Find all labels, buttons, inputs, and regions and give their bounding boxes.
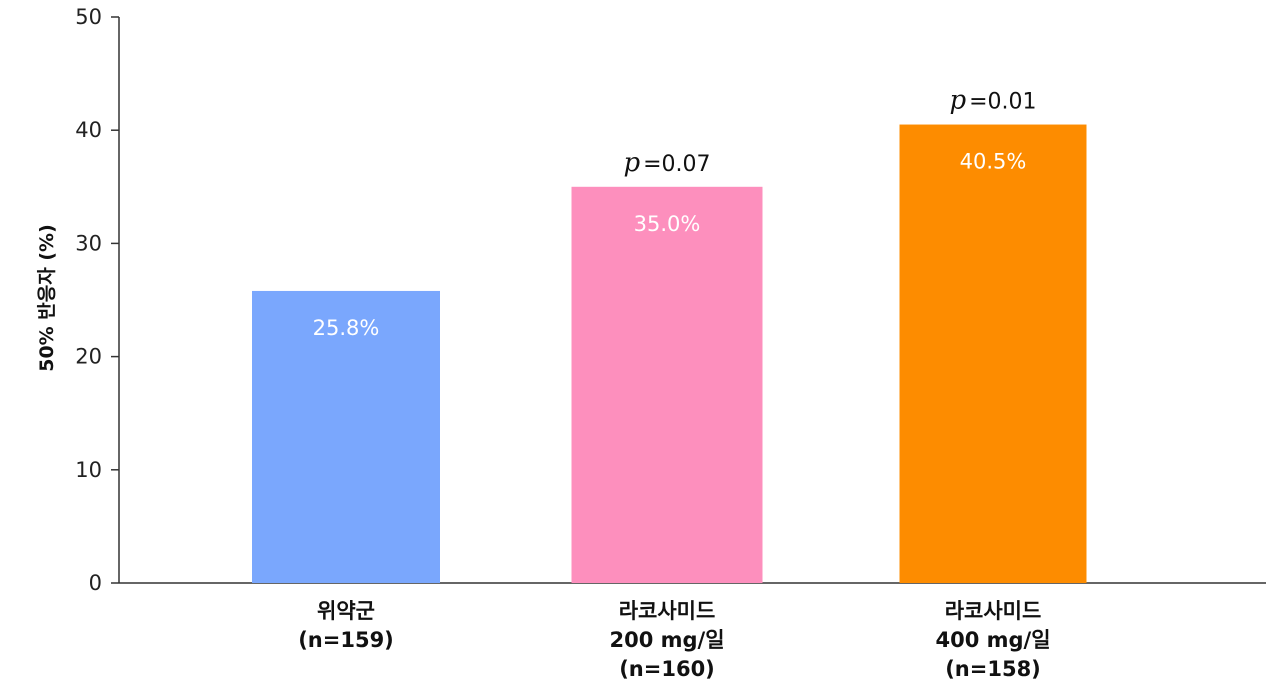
y-tick-label: 20 bbox=[75, 345, 102, 369]
category-labels: 위약군 (n=159) 라코사미드 200 mg/일 (n=160) 라코사미드 400 m… bbox=[298, 599, 1050, 681]
y-tick-label: 0 bbox=[89, 571, 102, 595]
y-tick-label: 40 bbox=[75, 118, 102, 142]
y-axis-title: 50% 반응자 (%) bbox=[36, 224, 58, 372]
category-label: 200 mg/일 bbox=[609, 628, 724, 652]
category-label: (n=159) bbox=[298, 628, 394, 652]
p-symbol: p bbox=[623, 148, 640, 178]
bar bbox=[571, 186, 763, 584]
bar-value-label: 40.5% bbox=[960, 150, 1027, 174]
p-value-annotation: p =0.07 bbox=[623, 148, 710, 178]
y-tick-label: 50 bbox=[75, 5, 102, 29]
value-labels: 25.8% 35.0% 40.5% bbox=[313, 150, 1027, 340]
category-label: 400 mg/일 bbox=[935, 628, 1050, 652]
y-tick-label: 10 bbox=[75, 458, 102, 482]
category-label: (n=160) bbox=[619, 657, 715, 681]
p-symbol: p bbox=[949, 86, 966, 116]
bars bbox=[252, 124, 1087, 584]
category-label: 위약군 bbox=[317, 599, 375, 623]
bar bbox=[899, 124, 1087, 583]
category-label: 라코사미드 bbox=[945, 599, 1042, 623]
y-ticks: 0 10 20 30 40 50 bbox=[75, 5, 119, 595]
category-label: (n=158) bbox=[945, 657, 1041, 681]
category-label: 라코사미드 bbox=[619, 599, 716, 623]
bar bbox=[252, 290, 440, 583]
p-value-text: =0.01 bbox=[969, 90, 1036, 115]
p-value-text: =0.07 bbox=[643, 152, 710, 177]
p-value-annotations: p =0.07p =0.01 bbox=[623, 86, 1036, 178]
p-value-annotation: p =0.01 bbox=[949, 86, 1036, 116]
bar-value-label: 25.8% bbox=[313, 316, 380, 340]
y-tick-label: 30 bbox=[75, 231, 102, 255]
bar-value-label: 35.0% bbox=[634, 212, 701, 236]
